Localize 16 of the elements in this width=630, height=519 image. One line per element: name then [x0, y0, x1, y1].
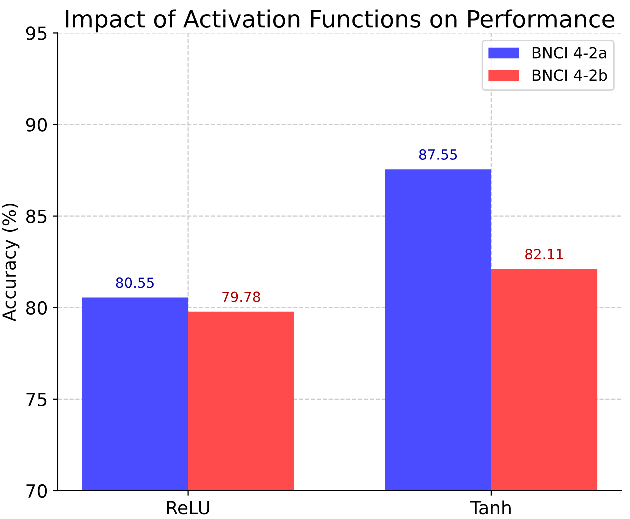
y-tick-label: 80	[26, 301, 48, 315]
y-axis-title: Accuracy (%)	[2, 204, 20, 322]
legend-label: BNCI 4-2b	[532, 69, 608, 82]
legend-label: BNCI 4-2a	[532, 47, 606, 59]
y-tick-label: 95	[26, 26, 47, 40]
data-label: 82.11	[526, 249, 564, 260]
y-tick-label: 85	[26, 210, 47, 224]
y-tick-label: 70	[26, 484, 48, 498]
data-label: 80.55	[116, 278, 154, 288]
data-label: 87.55	[419, 149, 458, 160]
chart-title: Impact of Activation Functions on Performance	[66, 10, 615, 33]
y-tick-label: 90	[26, 118, 48, 132]
x-tick-label: ReLU	[167, 501, 210, 515]
x-tick-label: Tanh	[470, 500, 511, 515]
y-tick-label: 75	[26, 393, 47, 407]
data-label: 79.78	[222, 292, 260, 302]
